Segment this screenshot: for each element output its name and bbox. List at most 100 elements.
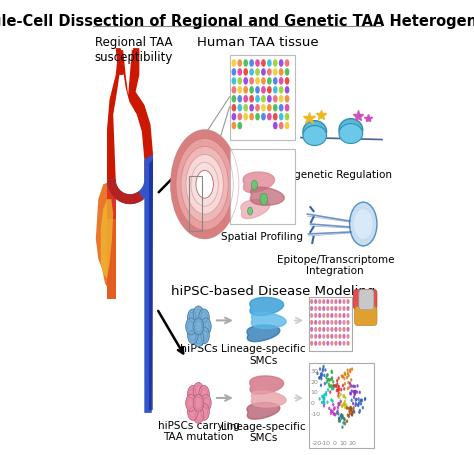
Circle shape (231, 78, 236, 86)
Circle shape (346, 369, 349, 372)
Circle shape (318, 320, 321, 325)
Circle shape (310, 334, 313, 339)
Circle shape (350, 384, 352, 388)
Circle shape (346, 327, 350, 332)
Circle shape (273, 78, 278, 86)
Circle shape (285, 87, 290, 94)
Circle shape (320, 384, 322, 387)
Circle shape (279, 87, 283, 94)
FancyBboxPatch shape (229, 150, 295, 224)
Circle shape (337, 412, 339, 416)
Circle shape (314, 334, 317, 339)
Ellipse shape (303, 126, 327, 146)
Circle shape (333, 384, 335, 388)
Circle shape (328, 407, 330, 410)
Circle shape (342, 334, 346, 339)
Circle shape (332, 380, 334, 384)
Circle shape (279, 114, 283, 121)
Circle shape (350, 378, 352, 382)
Text: Human TAA tissue: Human TAA tissue (197, 36, 319, 49)
Circle shape (335, 385, 337, 388)
Circle shape (344, 422, 346, 425)
Circle shape (344, 406, 346, 410)
Circle shape (319, 376, 321, 379)
Circle shape (310, 306, 313, 311)
Circle shape (342, 375, 344, 379)
Circle shape (237, 78, 242, 86)
Circle shape (328, 379, 330, 382)
Circle shape (337, 385, 339, 389)
Circle shape (322, 327, 325, 332)
Circle shape (338, 320, 341, 325)
Circle shape (343, 394, 345, 398)
Circle shape (353, 390, 355, 394)
Circle shape (330, 334, 333, 339)
Circle shape (243, 114, 248, 121)
Circle shape (193, 406, 204, 423)
Circle shape (340, 413, 343, 417)
Circle shape (344, 400, 346, 404)
Circle shape (353, 395, 355, 399)
Circle shape (318, 306, 321, 311)
Circle shape (349, 370, 351, 374)
Circle shape (359, 399, 362, 403)
Circle shape (347, 374, 350, 378)
Circle shape (325, 391, 327, 394)
Circle shape (322, 365, 325, 369)
Circle shape (346, 376, 348, 379)
Circle shape (355, 390, 356, 394)
Circle shape (336, 389, 338, 393)
Circle shape (331, 371, 333, 374)
Circle shape (243, 69, 248, 76)
Circle shape (346, 341, 350, 346)
Circle shape (322, 341, 325, 346)
Circle shape (327, 378, 329, 382)
Circle shape (186, 155, 223, 215)
Circle shape (328, 384, 330, 388)
Polygon shape (250, 298, 283, 316)
Circle shape (339, 403, 341, 406)
Circle shape (279, 60, 283, 68)
Circle shape (231, 122, 236, 130)
Circle shape (351, 412, 353, 416)
Circle shape (181, 147, 228, 222)
Circle shape (330, 313, 333, 318)
Circle shape (362, 406, 364, 410)
Circle shape (326, 299, 329, 304)
Circle shape (334, 327, 337, 332)
Circle shape (318, 341, 321, 346)
Circle shape (340, 388, 342, 392)
Circle shape (324, 369, 327, 372)
Circle shape (326, 380, 328, 384)
Circle shape (193, 318, 204, 335)
Circle shape (353, 406, 355, 410)
Text: hiPSCs carrying
TAA mutation: hiPSCs carrying TAA mutation (157, 420, 239, 441)
Circle shape (243, 60, 248, 68)
Circle shape (337, 377, 340, 380)
Polygon shape (247, 403, 280, 419)
Circle shape (344, 396, 346, 399)
Circle shape (273, 87, 278, 94)
Circle shape (318, 376, 320, 380)
Circle shape (237, 87, 242, 94)
Circle shape (342, 313, 346, 318)
Circle shape (335, 384, 337, 388)
Circle shape (341, 414, 344, 418)
Circle shape (285, 78, 290, 86)
Circle shape (344, 420, 346, 423)
Circle shape (356, 384, 359, 388)
Circle shape (322, 299, 325, 304)
Circle shape (231, 69, 236, 76)
Circle shape (351, 411, 354, 415)
Circle shape (330, 370, 333, 373)
Circle shape (188, 327, 198, 344)
Circle shape (333, 384, 335, 388)
Text: 10: 10 (310, 389, 318, 394)
Circle shape (261, 69, 266, 76)
Circle shape (357, 397, 360, 401)
Circle shape (333, 413, 336, 416)
Circle shape (314, 341, 317, 346)
Circle shape (321, 373, 323, 377)
Circle shape (346, 420, 348, 423)
Circle shape (347, 381, 349, 384)
